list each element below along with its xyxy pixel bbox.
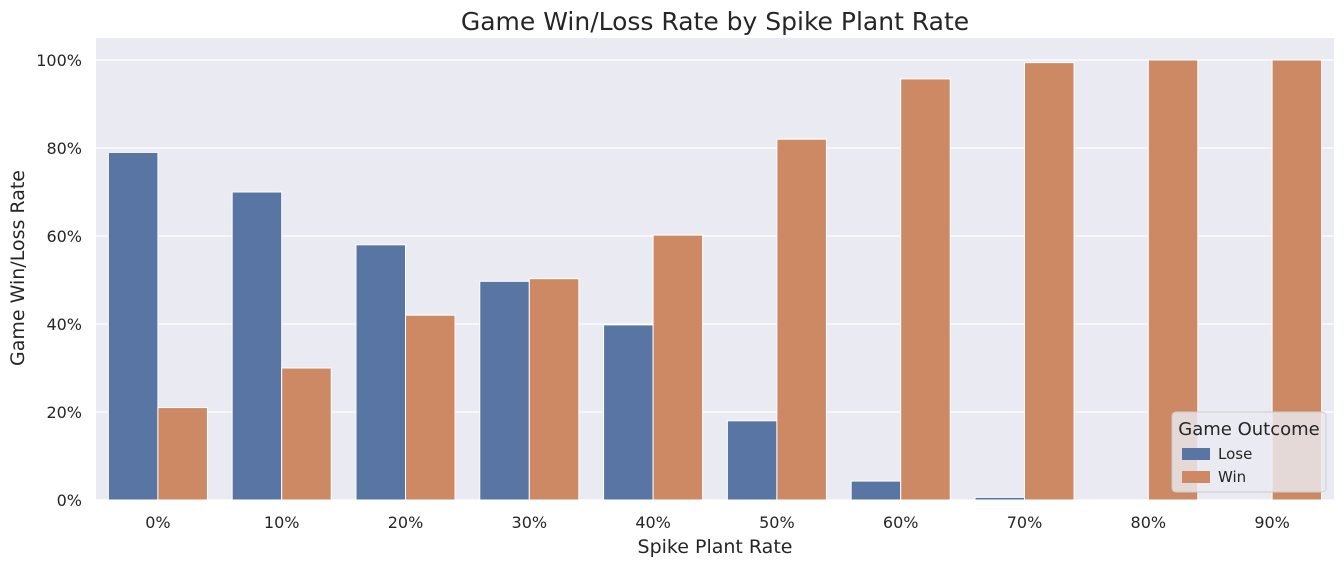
x-tick-label: 60% xyxy=(883,513,919,532)
x-tick-label: 20% xyxy=(388,513,424,532)
y-tick-label: 60% xyxy=(46,227,82,246)
x-tick-label: 0% xyxy=(145,513,170,532)
y-tick-label: 40% xyxy=(46,315,82,334)
x-tick-label: 70% xyxy=(1007,513,1043,532)
bar-lose xyxy=(726,420,778,501)
bars xyxy=(107,59,1323,501)
x-tick-label: 50% xyxy=(759,513,795,532)
legend-swatch-win xyxy=(1182,471,1210,483)
legend-label-win: Win xyxy=(1218,468,1246,486)
bar-win xyxy=(281,367,332,501)
bar-lose xyxy=(850,480,902,501)
bar-win xyxy=(157,407,208,501)
x-tick-labels: 0% 10% 20% 30% 40% 50% 60% 70% 80% 90% xyxy=(145,513,1290,532)
bar-win xyxy=(1024,62,1075,501)
y-tick-label: 0% xyxy=(57,491,82,510)
bar-lose xyxy=(107,151,159,501)
bar-win xyxy=(652,234,704,501)
bar-win xyxy=(776,138,827,501)
x-axis-label: Spike Plant Rate xyxy=(638,536,793,558)
x-tick-label: 80% xyxy=(1131,513,1167,532)
x-tick-label: 30% xyxy=(512,513,548,532)
bar-lose xyxy=(231,191,283,501)
bar-lose xyxy=(603,324,654,501)
bar-lose xyxy=(479,280,530,501)
x-tick-label: 10% xyxy=(264,513,300,532)
x-tick-label: 90% xyxy=(1254,513,1290,532)
bar-win xyxy=(405,314,456,501)
legend-swatch-lose xyxy=(1182,448,1210,460)
chart-title: Game Win/Loss Rate by Spike Plant Rate xyxy=(461,7,969,36)
legend-title: Game Outcome xyxy=(1178,419,1319,440)
y-tick-label: 100% xyxy=(36,51,82,70)
legend-label-lose: Lose xyxy=(1218,445,1252,463)
bar-win xyxy=(528,278,580,501)
legend: Game Outcome Lose Win xyxy=(1171,411,1327,493)
bar-lose xyxy=(974,496,1025,501)
legend-items: Lose Win xyxy=(1182,445,1252,486)
y-tick-label: 20% xyxy=(46,403,82,422)
y-axis-label: Game Win/Loss Rate xyxy=(7,170,29,366)
x-tick-label: 40% xyxy=(635,513,671,532)
bar-lose xyxy=(355,244,407,501)
legend-box xyxy=(1171,411,1327,493)
y-tick-label: 80% xyxy=(46,139,82,158)
y-tick-labels: 0% 20% 40% 60% 80% 100% xyxy=(36,51,82,510)
bar-win xyxy=(900,78,951,501)
